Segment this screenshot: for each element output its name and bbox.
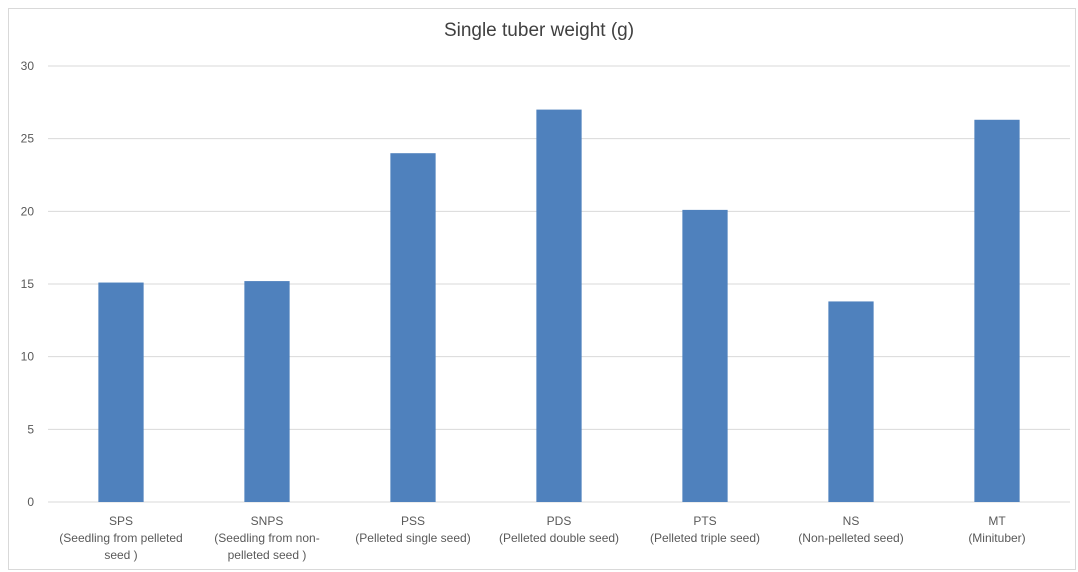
y-axis-ticks: 0 5 10 15 20 25 30 <box>21 59 35 509</box>
y-tick-label: 5 <box>27 422 34 436</box>
bar-pds <box>536 109 582 502</box>
bars <box>98 109 1020 503</box>
bar-pts <box>682 209 728 502</box>
x-axis-labels: SPS (Seedling from pelleted seed ) SNPS (See… <box>59 514 1025 562</box>
x-category-label: PTS (Pelleted triple seed) <box>650 514 760 545</box>
x-category-label: PSS (Pelleted single seed) <box>355 514 470 545</box>
chart-title: Single tuber weight (g) <box>443 20 635 41</box>
bar-snps <box>244 281 290 502</box>
bar-ns <box>828 301 874 502</box>
bar-sps <box>98 282 144 502</box>
y-tick-label: 0 <box>27 495 34 509</box>
y-tick-label: 30 <box>21 59 35 73</box>
x-category-label: SNPS (Seedling from non-pelleted seed ) <box>214 514 319 562</box>
y-tick-label: 25 <box>21 132 35 146</box>
x-category-label: NS (Non-pelleted seed) <box>798 514 903 545</box>
y-tick-label: 15 <box>21 277 35 291</box>
y-tick-label: 20 <box>21 204 35 218</box>
bar-pss <box>390 153 436 502</box>
x-category-label: MT (Minituber) <box>968 514 1025 545</box>
y-tick-label: 10 <box>21 350 35 364</box>
bar-mt <box>974 119 1020 503</box>
x-category-label: SPS (Seedling from pelleted seed ) <box>59 514 182 562</box>
x-category-label: PDS (Pelleted double seed) <box>499 514 619 545</box>
